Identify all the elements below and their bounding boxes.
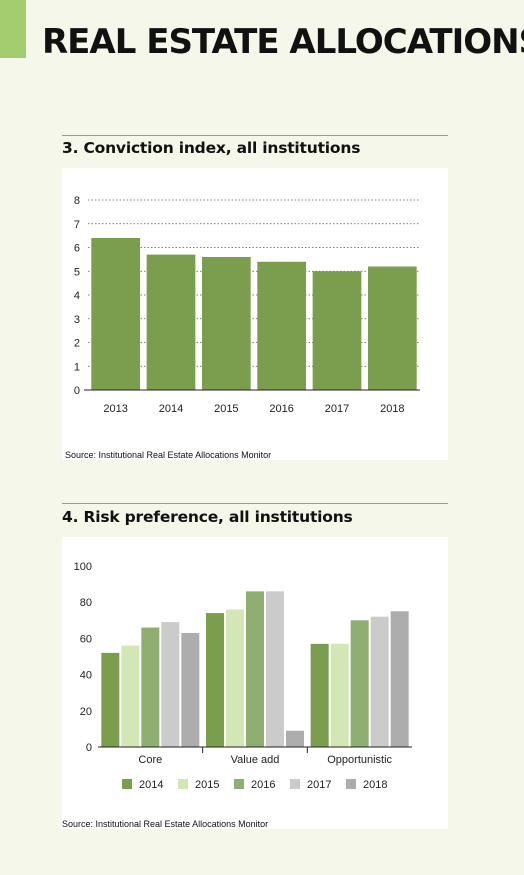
- accent-block: [0, 0, 26, 58]
- bar: [206, 613, 224, 747]
- bar: [350, 620, 369, 747]
- x-tick-label: 2018: [380, 403, 404, 415]
- x-tick-label: Opportunistic: [327, 754, 392, 766]
- chart-4-title: 4. Risk preference, all institutions: [62, 508, 353, 526]
- y-tick-label: 100: [74, 561, 92, 573]
- legend-swatch: [234, 779, 244, 789]
- bar: [310, 643, 329, 747]
- bar: [257, 261, 307, 390]
- legend-label: 2017: [307, 779, 331, 791]
- x-tick-label: Value add: [231, 754, 280, 766]
- chart-3-panel: 0 1 2 3 4 5 6 7 8 2013 2014 2015 2016 2017 2018 Source…: [62, 168, 448, 460]
- x-tick-label: 2015: [214, 403, 238, 415]
- x-tick-label: 2014: [159, 403, 183, 415]
- legend-label: 2015: [195, 779, 219, 791]
- bar: [91, 238, 141, 390]
- bar: [312, 271, 362, 390]
- y-tick-label: 3: [74, 314, 80, 326]
- chart-3-source: Source: Institutional Real Estate Alloca…: [65, 450, 272, 460]
- x-tick-label: 2017: [325, 403, 349, 415]
- bar: [330, 643, 349, 747]
- chart-3-title: 3. Conviction index, all institutions: [62, 139, 361, 157]
- bar: [141, 627, 160, 747]
- chart-3-rule: [62, 135, 448, 136]
- y-tick-label: 1: [74, 361, 80, 373]
- legend-label: 2016: [251, 779, 275, 791]
- x-tick-label: 2016: [269, 403, 293, 415]
- risk-preference-chart: 0 20 40 60 80 100 Core Value add Opportunistic 20…: [74, 561, 412, 791]
- conviction-index-chart: 0 1 2 3 4 5 6 7 8 2013 2014 2015 2016 2017 2018: [74, 195, 420, 415]
- bar: [101, 652, 120, 747]
- legend-label: 2018: [363, 779, 387, 791]
- y-tick-label: 0: [74, 385, 80, 397]
- legend-swatch: [178, 779, 188, 789]
- y-tick-label: 7: [74, 219, 80, 231]
- y-tick-label: 8: [74, 195, 80, 207]
- bar: [266, 591, 284, 747]
- legend-label: 2014: [139, 779, 163, 791]
- bar: [390, 611, 409, 747]
- bar: [146, 254, 196, 390]
- y-tick-label: 80: [80, 597, 92, 609]
- page-title: REAL ESTATE ALLOCATIONS: [42, 22, 524, 62]
- bar: [161, 622, 180, 747]
- y-tick-label: 40: [80, 670, 92, 682]
- chart-4-rule: [62, 503, 448, 504]
- y-tick-label: 60: [80, 633, 92, 645]
- bar: [246, 591, 264, 747]
- legend-swatch: [346, 779, 356, 789]
- y-tick-label: 2: [74, 338, 80, 350]
- y-tick-label: 20: [80, 706, 92, 718]
- bar: [121, 645, 140, 747]
- legend-swatch: [122, 779, 132, 789]
- bar: [226, 609, 244, 747]
- y-tick-label: 5: [74, 266, 80, 278]
- bar: [286, 730, 304, 747]
- chart-4-panel: 0 20 40 60 80 100 Core Value add Opportunistic 20…: [62, 537, 448, 829]
- x-tick-label: Core: [138, 754, 162, 766]
- y-tick-label: 0: [86, 742, 92, 754]
- legend-swatch: [290, 779, 300, 789]
- x-tick-label: 2013: [103, 403, 127, 415]
- y-tick-label: 4: [74, 290, 80, 302]
- bar: [181, 632, 200, 747]
- bar: [370, 616, 389, 747]
- chart-4-source: Source: Institutional Real Estate Alloca…: [62, 819, 269, 829]
- bar: [201, 257, 251, 390]
- y-tick-label: 6: [74, 243, 80, 255]
- bar: [367, 266, 417, 390]
